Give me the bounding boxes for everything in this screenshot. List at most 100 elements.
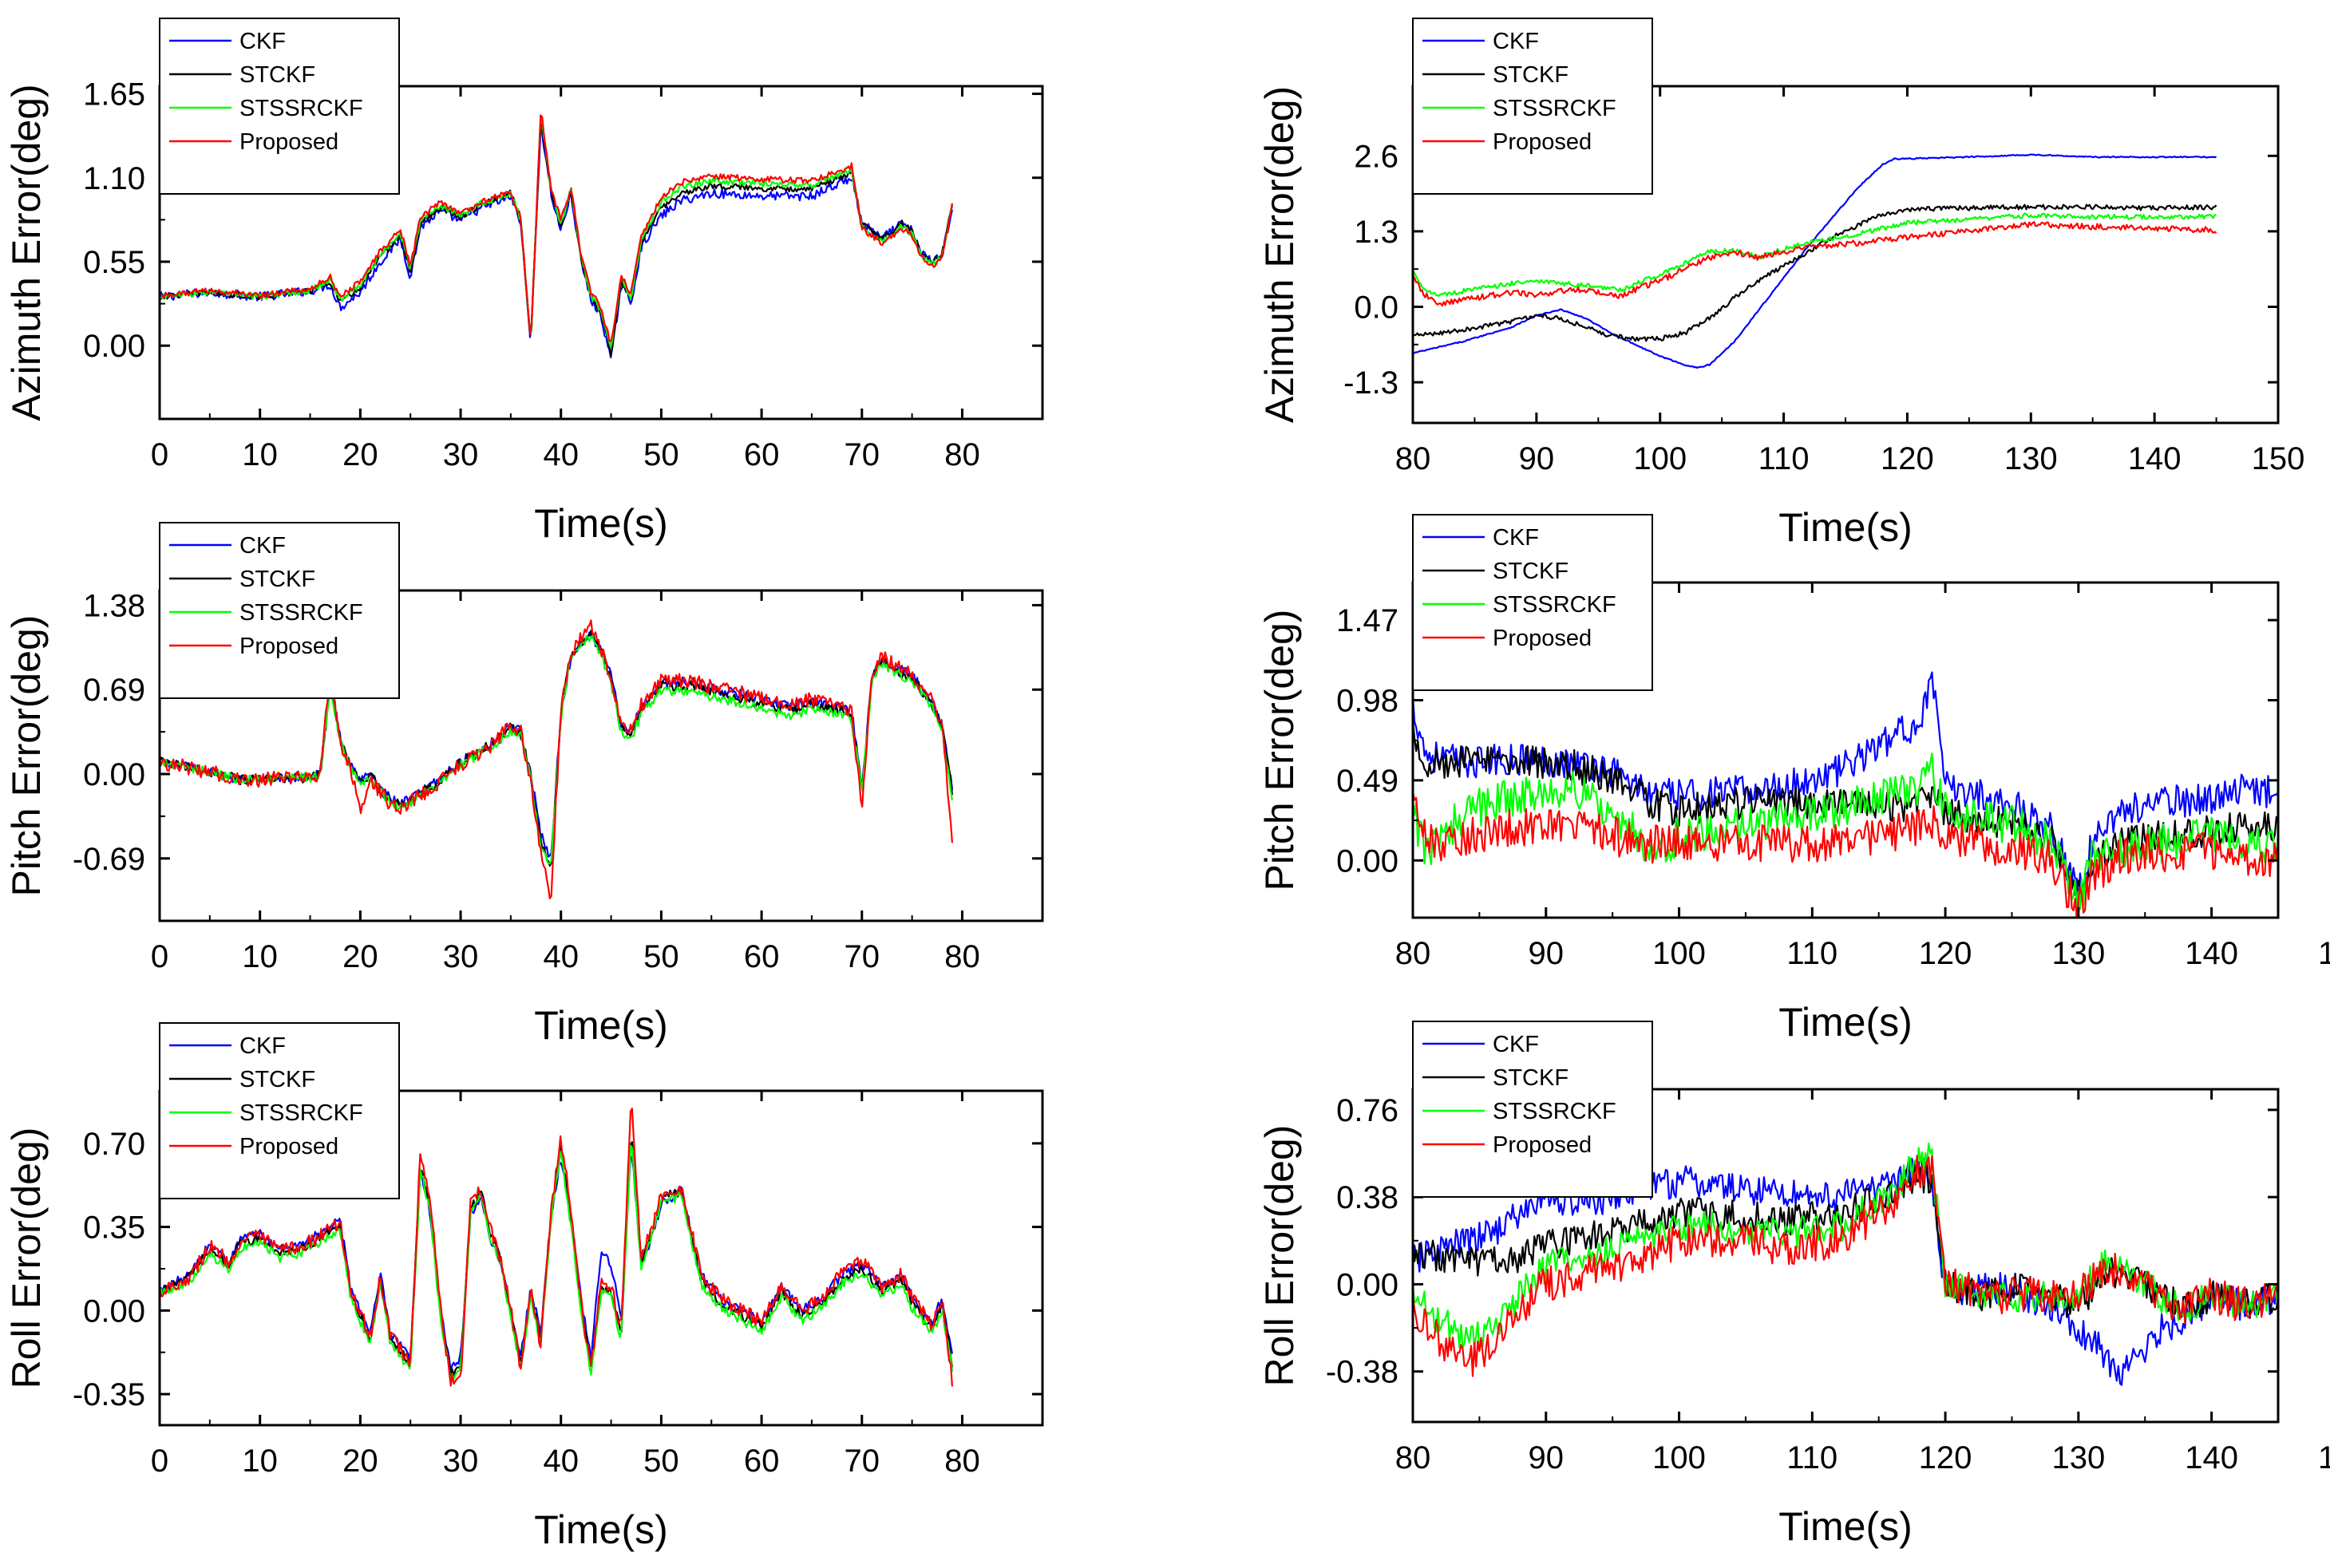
x-tick-label: 100 [1652,936,1706,971]
y-tick-label: 0.49 [1336,764,1398,799]
series-line-proposed [1413,221,2217,307]
y-tick-label: -0.35 [73,1377,145,1412]
x-tick-label: 70 [845,939,880,974]
series-group [160,619,953,899]
y-axis-title: Azimuth Error(deg) [4,84,49,421]
y-tick-label: 0.35 [83,1211,145,1246]
x-tick-label: 60 [744,437,780,472]
x-tick-label: 40 [543,437,579,472]
y-axis-title: Azimuth Error(deg) [1257,86,1302,423]
x-tick-label: 140 [2185,1440,2238,1475]
y-tick-label: 2.6 [1354,139,1398,174]
chart-panel-top-right: 80 90 100 110 120 130 140 150 -1.3 0.0 1.3 2.6 Time(… [1257,18,2304,550]
x-tick-label: 20 [342,437,378,472]
legend: CKF STCKF STSSRCKF Proposed [1412,1021,1653,1198]
y-tick-label: 0.0 [1354,290,1398,325]
x-tick-label: 60 [744,939,780,974]
x-tick-label: 80 [944,939,980,974]
legend-label-ckf: CKF [239,29,286,54]
series-group [1413,153,2217,369]
x-tick-label: 50 [643,437,679,472]
legend-label-ckf: CKF [1493,1032,1539,1057]
y-tick-label: 0.76 [1336,1093,1398,1128]
x-tick-label: 80 [1395,1440,1431,1475]
x-tick-label: 40 [543,1444,579,1479]
legend-label-stssrckf: STSSRCKF [1493,1099,1616,1124]
series-line-proposed [160,619,953,899]
y-tick-label: 1.3 [1354,215,1398,250]
legend-label-stssrckf: STSSRCKF [1493,592,1616,618]
plot-frame [158,1089,1044,1427]
series-line-proposed [1413,1155,2278,1377]
x-tick-label: 110 [1758,441,1810,476]
y-tick-label: 1.38 [83,588,145,623]
legend-label-stckf: STCKF [1493,1065,1568,1091]
chart-panel-top-left: 0 10 20 30 40 50 60 70 80 0.00 0.55 1.10 1.65 Time(s)… [4,18,1044,546]
x-axis-title: Time(s) [1778,505,1913,550]
chart-panel-middle-left: 0 10 20 30 40 50 60 70 80 -0.69 0.00 0.69 1.38 Time(s… [4,522,1044,1048]
series-line-ckf [1413,671,2278,907]
legend-label-stssrckf: STSSRCKF [239,600,363,626]
series-line-stssrckf [1413,1142,2278,1352]
x-tick-label: 80 [1395,441,1431,476]
y-tick-label: 0.00 [83,757,145,792]
x-tick-label: 20 [342,939,378,974]
x-tick-label: 120 [1919,1440,1972,1475]
legend: CKF STCKF STSSRCKF Proposed [159,18,400,195]
y-tick-label: 0.00 [83,1294,145,1329]
x-tick-label: 140 [2185,936,2238,971]
chart-panel-bottom-left: 0 10 20 30 40 50 60 70 80 -0.35 0.00 0.35 0.70 Time(s… [4,1022,1044,1552]
y-tick-label: 0.55 [83,245,145,280]
x-tick-label: 30 [443,1444,479,1479]
y-axis-title: Roll Error(deg) [4,1128,49,1389]
x-tick-label: 150 [2318,1440,2330,1475]
x-tick-label: 130 [2051,936,2105,971]
legend-label-ckf: CKF [1493,525,1539,551]
legend-box [159,522,400,699]
legend-label-ckf: CKF [239,533,286,559]
y-tick-label: 0.00 [1336,843,1398,879]
x-tick-label: 90 [1529,1440,1565,1475]
x-tick-label: 0 [151,437,168,472]
legend-label-stckf: STCKF [1493,62,1568,88]
x-tick-label: 10 [242,437,278,472]
y-tick-label: -0.69 [73,842,145,877]
x-tick-label: 80 [1395,936,1431,971]
x-tick-label: 150 [2318,936,2330,971]
legend: CKF STCKF STSSRCKF Proposed [159,522,400,699]
x-tick-label: 10 [242,1444,278,1479]
x-axis-title: Time(s) [1778,1504,1913,1549]
y-tick-label: -0.38 [1326,1355,1398,1390]
legend-label-ckf: CKF [239,1033,286,1059]
legend-label-proposed: Proposed [239,1134,338,1159]
x-tick-label: 120 [1881,441,1934,476]
x-tick-label: 0 [151,939,168,974]
x-tick-label: 70 [845,437,880,472]
legend-box [1412,18,1653,195]
plot-frame [158,85,1044,421]
legend-box [1412,1021,1653,1198]
x-tick-label: 150 [2252,441,2305,476]
legend-label-proposed: Proposed [1493,129,1592,155]
legend-label-proposed: Proposed [239,129,338,155]
series-line-stssrckf [1413,212,2217,297]
legend-label-stssrckf: STSSRCKF [239,1100,363,1126]
legend-box [159,1022,400,1199]
x-tick-label: 100 [1652,1440,1706,1475]
x-tick-label: 120 [1919,936,1972,971]
series-group [160,1108,953,1387]
legend-label-ckf: CKF [1493,29,1539,54]
plot-frame [158,589,1044,922]
x-tick-label: 140 [2128,441,2182,476]
chart-panel-middle-right: 80 90 100 110 120 130 140 150 0.00 0.49 0.98 1.47 Ti… [1257,514,2330,1045]
legend-label-proposed: Proposed [239,634,338,659]
x-axis-title: Time(s) [534,501,668,546]
legend-box [159,18,400,195]
x-tick-label: 130 [2004,441,2058,476]
x-tick-label: 80 [944,437,980,472]
series-line-stckf [1413,203,2217,342]
x-axis-title: Time(s) [534,1003,668,1048]
plot-frame [1411,1088,2280,1424]
x-tick-label: 30 [443,939,479,974]
